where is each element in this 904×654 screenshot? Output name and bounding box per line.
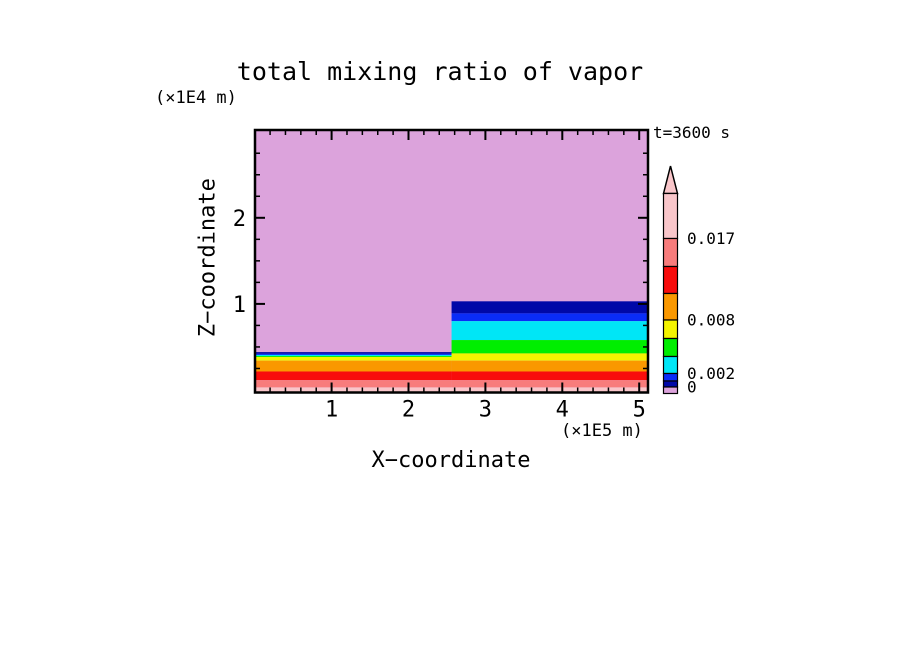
colorbar-segment-cyan: [662, 355, 679, 375]
z-tick-label: 1: [233, 293, 246, 318]
colorbar-segment-salmon: [662, 237, 679, 268]
contour-band-left-navy: [255, 352, 452, 354]
colorbar-segment-orange: [662, 292, 679, 321]
contour-band-right-red: [451, 371, 648, 381]
colorbar-label: 0.002: [687, 364, 735, 383]
contour-band-right-salmon: [451, 380, 648, 388]
contour-band-left-yellow: [255, 356, 452, 361]
contour-band-right-cyan: [451, 321, 648, 341]
colorbar-segment-lightpink: [662, 192, 679, 240]
contour-band-right-green: [451, 340, 648, 354]
plot-frame: [253, 128, 650, 394]
colorbar-label: 0.008: [687, 311, 735, 330]
colorbar-segment-red: [662, 265, 679, 295]
x-axis-title: X−coordinate: [371, 448, 531, 473]
contour-band-left-blue: [255, 353, 452, 355]
contour-band-left-orange: [255, 360, 452, 372]
chart-title: total mixing ratio of vapor: [236, 57, 644, 86]
colorbar-segment-plum: [662, 386, 679, 395]
contour-band-left-salmon: [255, 380, 452, 388]
contour-band-left-cyan: [255, 354, 452, 356]
colorbar-label: 0: [687, 378, 697, 397]
colorbar-segment-blue: [662, 372, 679, 382]
contour-band-right-blue: [451, 313, 648, 322]
colorbar-segment-green: [662, 337, 679, 358]
time-annotation: t=3600 s: [653, 123, 731, 142]
z-axis-title: Z−coordinate: [195, 178, 221, 338]
x-tick-label: 1: [325, 398, 338, 423]
contour-band-right-orange: [451, 360, 648, 372]
colorbar-segment-yellow: [662, 319, 679, 340]
contour-band-right-yellow: [451, 353, 648, 361]
contour-band-left-green: [255, 355, 452, 357]
x-tick-label: 3: [479, 398, 492, 423]
contour-band-left-lightpink: [255, 387, 452, 393]
colorbar-segment-navy: [662, 380, 679, 388]
contour-band-right-navy: [451, 301, 648, 314]
x-tick-label: 5: [633, 398, 646, 423]
colorbar-label: 0.017: [687, 229, 735, 248]
z-tick-label: 2: [233, 207, 246, 232]
contour-band-left-red: [255, 371, 452, 381]
x-axis-unit-label: (×1E5 m): [561, 421, 643, 441]
z-axis-unit-label: (×1E4 m): [155, 88, 237, 108]
x-tick-label: 2: [402, 398, 415, 423]
x-tick-label: 4: [556, 398, 569, 423]
contour-band-right-lightpink: [451, 387, 648, 393]
colorbar-arrow: [662, 165, 679, 195]
